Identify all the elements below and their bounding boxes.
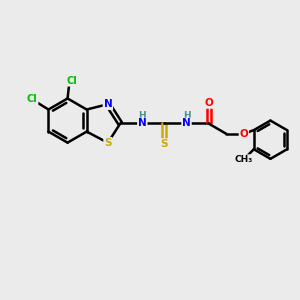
Text: H: H bbox=[183, 111, 190, 120]
Text: N: N bbox=[182, 118, 191, 128]
Text: Cl: Cl bbox=[67, 76, 77, 86]
Text: N: N bbox=[138, 118, 147, 128]
Text: S: S bbox=[161, 139, 168, 149]
Text: S: S bbox=[104, 138, 112, 148]
Text: N: N bbox=[103, 99, 112, 109]
Text: O: O bbox=[204, 98, 213, 108]
Text: CH₃: CH₃ bbox=[234, 155, 253, 164]
Text: O: O bbox=[239, 129, 248, 139]
Text: H: H bbox=[139, 111, 146, 120]
Text: Cl: Cl bbox=[27, 94, 38, 104]
